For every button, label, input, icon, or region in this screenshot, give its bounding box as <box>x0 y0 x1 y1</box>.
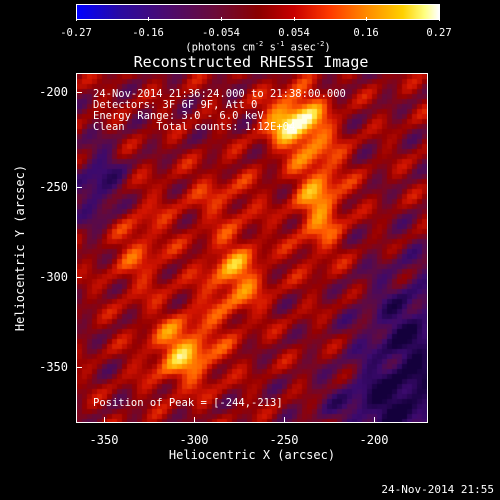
time-range: 24-Nov-2014 21:36:24.000 to 21:38:00.000 <box>93 88 346 100</box>
energy-range: Energy Range: 3.0 - 6.0 keV <box>93 110 264 122</box>
y-tick-label: -200 <box>39 85 68 99</box>
colorbar-tick <box>366 17 367 21</box>
x-axis-label: Heliocentric X (arcsec) <box>168 448 336 462</box>
x-tick-label: -350 <box>89 433 119 447</box>
colorbar-tick-label: 0.054 <box>278 27 310 39</box>
timestamp: 24-Nov-2014 21:55 <box>381 483 494 496</box>
colorbar-tick <box>294 17 295 21</box>
y-tick-label: -350 <box>39 360 68 374</box>
y-tick-label: -300 <box>39 270 68 284</box>
colorbar <box>76 4 440 20</box>
detectors: Detectors: 3F 6F 9F, Att 0 <box>93 99 258 111</box>
colorbar-tick-label: 0.27 <box>426 27 452 39</box>
x-tick-label: -300 <box>179 433 209 447</box>
y-tick-label: -250 <box>39 180 68 194</box>
colorbar-tick-label: -0.054 <box>202 27 240 39</box>
x-tick-label: -250 <box>269 433 299 447</box>
peak-position: Position of Peak = [-244,-213] <box>93 397 283 409</box>
colorbar-tick-label: -0.27 <box>60 27 92 39</box>
x-tick-label: -200 <box>359 433 389 447</box>
y-tick <box>76 92 82 93</box>
colorbar-tick <box>148 17 149 21</box>
x-tick <box>194 417 195 423</box>
image-plot: 24-Nov-2014 21:36:24.000 to 21:38:00.000… <box>76 73 428 423</box>
colorbar-tick <box>439 17 440 21</box>
colorbar-tick-label: 0.16 <box>353 27 379 39</box>
x-tick <box>104 417 105 423</box>
rhessi-image <box>77 74 427 422</box>
colorbar-tick <box>221 17 222 21</box>
colorbar-tick <box>76 17 77 21</box>
y-tick <box>76 187 82 188</box>
plot-title: Reconstructed RHESSI Image <box>133 53 369 71</box>
colorbar-units: (photons cm-2 s-1 asec-2) <box>185 40 331 54</box>
algorithm-counts: Clean Total counts: 1.12E+04 <box>93 121 296 133</box>
y-tick <box>76 367 82 368</box>
y-axis-label: Heliocentric Y (arcsec) <box>13 164 27 332</box>
x-tick <box>284 417 285 423</box>
colorbar-tick-label: -0.16 <box>132 27 164 39</box>
y-tick <box>76 277 82 278</box>
x-tick <box>374 417 375 423</box>
